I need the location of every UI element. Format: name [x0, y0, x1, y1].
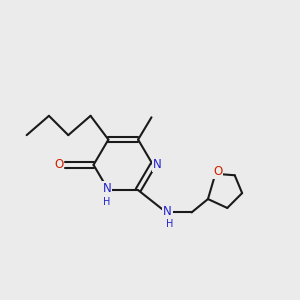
Text: N: N [152, 158, 161, 171]
Text: H: H [166, 219, 174, 229]
Text: O: O [54, 158, 63, 171]
Text: O: O [213, 165, 222, 178]
Text: N: N [163, 205, 172, 218]
Text: H: H [103, 197, 111, 207]
Text: N: N [103, 182, 111, 195]
